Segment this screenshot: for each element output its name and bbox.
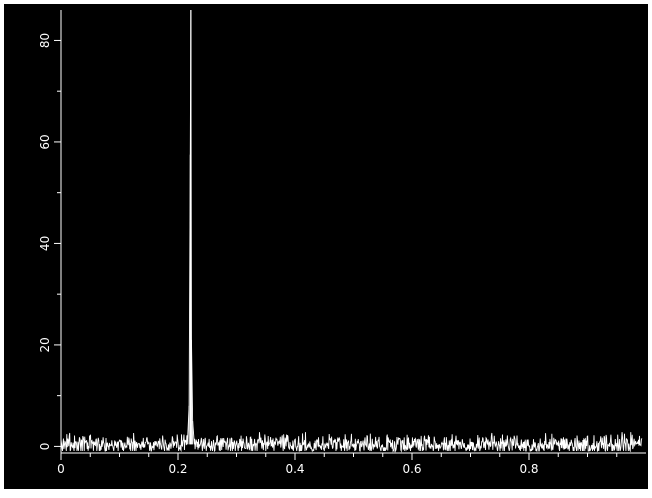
x-tick-label: 0.6 bbox=[402, 462, 421, 476]
y-tick-label: 20 bbox=[38, 337, 52, 352]
series-layer bbox=[60, 9, 643, 453]
y-tick-label: 40 bbox=[38, 236, 52, 251]
y-tick-label: 80 bbox=[38, 33, 52, 48]
chart-background bbox=[4, 4, 648, 489]
x-tick-label: 0.2 bbox=[168, 462, 187, 476]
x-tick-label: 0.8 bbox=[519, 462, 538, 476]
axes: 0 0.2 0.4 0.6 0.8 0 20 40 60 80 bbox=[38, 10, 646, 476]
series-line bbox=[60, 9, 643, 453]
y-tick-label: 60 bbox=[38, 134, 52, 149]
y-tick-label: 0 bbox=[38, 443, 52, 451]
x-tick-label: 0 bbox=[57, 462, 65, 476]
x-tick-label: 0.4 bbox=[285, 462, 304, 476]
